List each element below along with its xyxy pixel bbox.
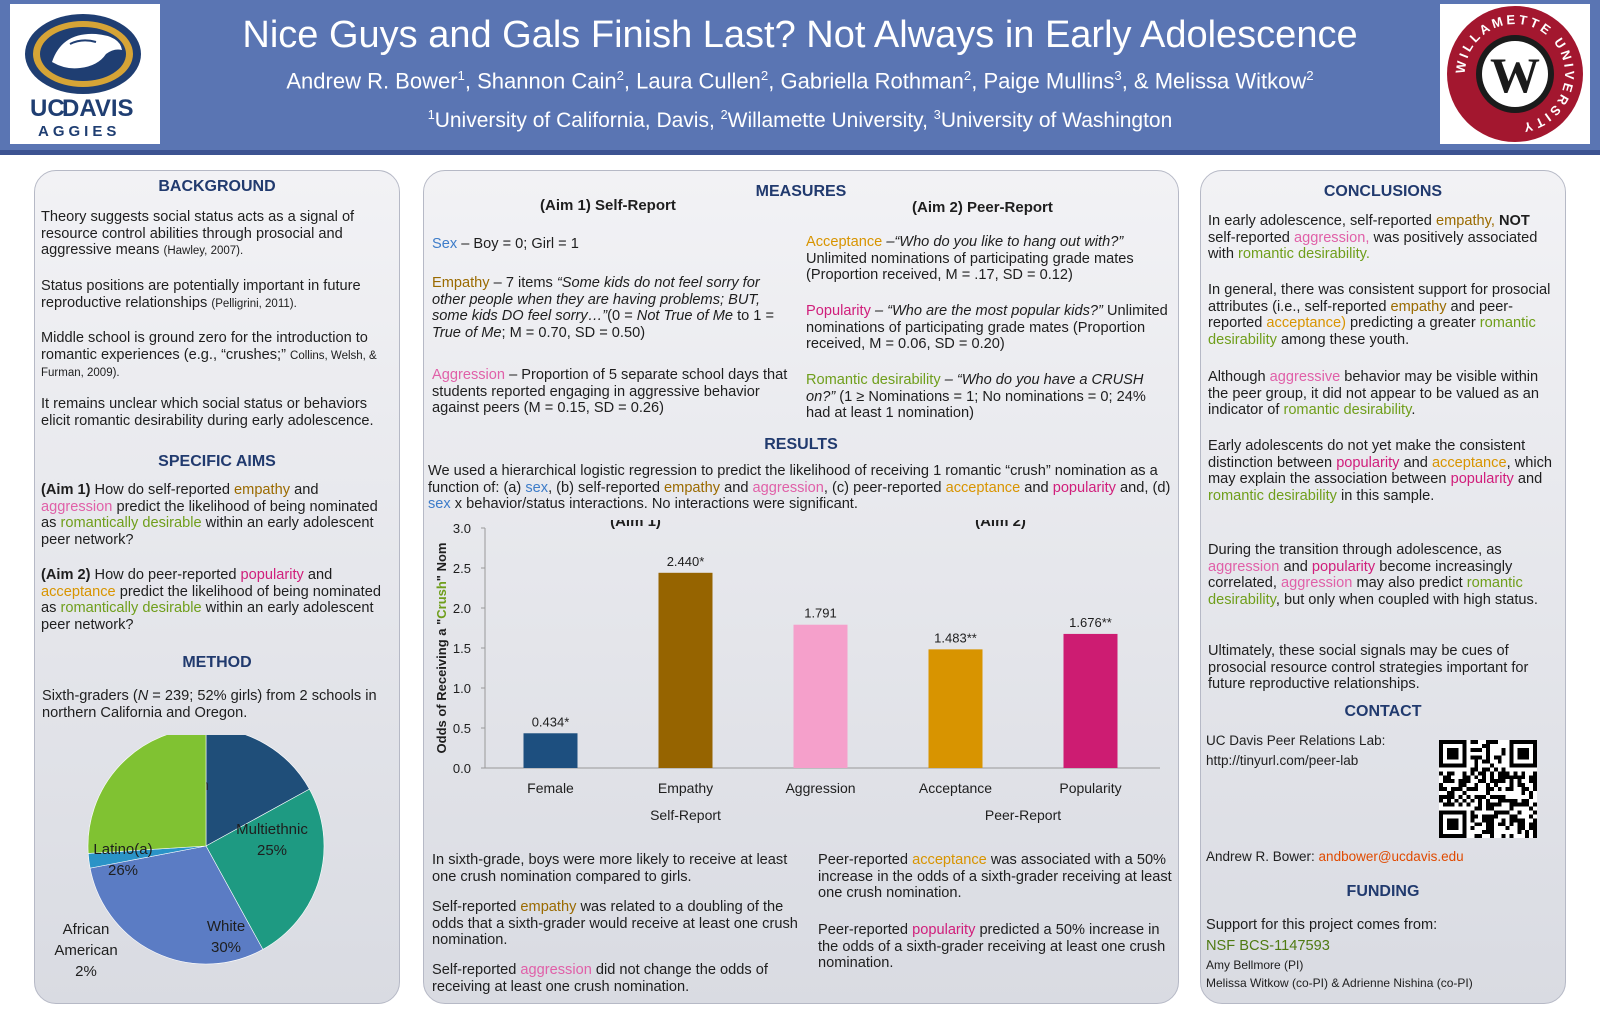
finding-popularity: Peer-reported popularity predicted a 50%… xyxy=(818,922,1166,971)
pie-label: American xyxy=(54,942,117,959)
group-label: Peer-Report xyxy=(985,807,1061,823)
aim-2-text: (Aim 2) How do peer-reported popularity … xyxy=(41,567,381,633)
poster-title: Nice Guys and Gals Finish Last? Not Alwa… xyxy=(242,14,1358,56)
background-paragraph-3: Middle school is ground zero for the int… xyxy=(41,330,377,379)
odds-ratio-bar-chart: 0.0 0.5 1.0 1.5 2.0 2.5 3.0 Odds of Receiving a… xyxy=(434,520,1160,823)
bar-data-label: 1.791 xyxy=(804,606,837,621)
contact-heading: CONTACT xyxy=(1344,703,1422,720)
aim-2-peer-report-heading: (Aim 2) Peer-Report xyxy=(912,199,1053,216)
aim-1-self-report-heading: (Aim 1) Self-Report xyxy=(540,197,676,214)
aim-1-text: (Aim 1) How do self-reported empathy and… xyxy=(41,482,378,548)
background-paragraph-4: It remains unclear which social status o… xyxy=(41,396,374,429)
conclusion-6: Ultimately, these social signals may be … xyxy=(1208,643,1529,692)
pie-label: Multiethnic xyxy=(236,821,308,838)
bar-popularity xyxy=(1063,633,1118,768)
affiliations: 1University of California, Davis, 2Willa… xyxy=(427,108,1173,132)
x-category-label: Popularity xyxy=(1059,780,1121,796)
uc-davis-logo: UC DAVIS AGGIES xyxy=(10,4,160,144)
contact-url[interactable]: http://tinyurl.com/peer-lab xyxy=(1206,753,1359,768)
email-link[interactable]: andbower@ucdavis.edu xyxy=(1318,849,1464,864)
finding-aggression: Self-reported aggression did not change … xyxy=(432,962,768,995)
measure-acceptance: Acceptance –“Who do you like to hang out… xyxy=(806,234,1134,283)
y-tick-label: 0.0 xyxy=(453,761,471,776)
bar-aggression xyxy=(793,624,848,768)
x-category-label: Female xyxy=(527,780,574,796)
bar-data-label: 1.676** xyxy=(1069,615,1112,630)
pie-value-label: 30% xyxy=(211,939,241,956)
bar-data-label: 0.434* xyxy=(532,714,570,729)
funding-pi: Amy Bellmore (PI) xyxy=(1206,958,1304,972)
conclusion-2: In general, there was consistent support… xyxy=(1208,282,1551,348)
bar-data-label: 1.483** xyxy=(934,630,977,645)
conclusion-4: Early adolescents do not yet make the co… xyxy=(1208,438,1553,504)
middle-panel xyxy=(423,170,1179,1004)
pie-slice-asian xyxy=(205,735,310,847)
qr-code-icon[interactable] xyxy=(1439,740,1537,838)
conclusion-3: Although aggressive behavior may be visi… xyxy=(1208,369,1540,418)
ethnicity-pie-chart: Asian17%Multiethnic25%White30%AfricanAme… xyxy=(54,735,325,980)
results-paragraph: We used a hierarchical logistic regressi… xyxy=(428,463,1171,512)
measure-romantic-desirability: Romantic desirability – “Who do you have… xyxy=(806,372,1146,421)
conclusions-heading: CONCLUSIONS xyxy=(1323,183,1443,200)
pie-slice-latino-a- xyxy=(87,735,207,854)
pie-label: African xyxy=(63,921,110,938)
y-tick-label: 2.0 xyxy=(453,601,471,616)
funding-intro: Support for this project comes from: xyxy=(1206,917,1438,933)
measure-sex: Sex – Boy = 0; Girl = 1 xyxy=(432,236,579,252)
conclusion-1: In early adolescence, self-reported empa… xyxy=(1208,213,1538,262)
measures-heading: MEASURES xyxy=(755,183,847,200)
poster-header: UC DAVIS AGGIES Nice Guys and Gals Finis… xyxy=(0,0,1600,155)
background-paragraph-2: Status positions are potentially importa… xyxy=(41,278,361,311)
background-paragraph-1: Theory suggests social status acts as a … xyxy=(41,209,355,258)
finding-empathy: Self-reported empathy was related to a d… xyxy=(432,899,798,948)
x-category-label: Empathy xyxy=(658,780,713,796)
group-aim-label: (Aim 2) xyxy=(975,520,1026,530)
pie-label: Latino(a) xyxy=(93,841,152,858)
results-heading: RESULTS xyxy=(764,436,838,453)
contact-lab: UC Davis Peer Relations Lab: xyxy=(1206,733,1386,748)
y-tick-label: 3.0 xyxy=(453,521,471,536)
pie-slice-multiethnic xyxy=(205,788,325,950)
group-aim-label: (Aim 1) xyxy=(610,520,661,530)
measure-popularity: Popularity – “Who are the most popular k… xyxy=(806,303,1168,352)
pie-slice-white xyxy=(89,845,264,965)
contact-email-line: Andrew R. Bower: andbower@ucdavis.edu xyxy=(1206,849,1464,864)
funding-co-pi: Melissa Witkow (co-PI) & Adrienne Nishin… xyxy=(1206,976,1473,990)
bar-empathy xyxy=(658,572,713,768)
pie-value-label: 25% xyxy=(257,842,287,859)
svg-text:AGGIES: AGGIES xyxy=(38,123,120,140)
y-tick-label: 1.5 xyxy=(453,641,471,656)
x-category-label: Acceptance xyxy=(919,780,992,796)
conclusion-5: During the transition through adolescenc… xyxy=(1208,542,1538,608)
method-text: Sixth-graders (N = 239; 52% girls) from … xyxy=(42,688,377,721)
group-label: Self-Report xyxy=(650,807,721,823)
willamette-logo: WILLAMETTE UNIVERSITY W xyxy=(1440,4,1590,144)
funding-heading: FUNDING xyxy=(1346,883,1420,900)
bar-acceptance xyxy=(928,649,983,768)
background-heading: BACKGROUND xyxy=(158,178,276,195)
y-tick-label: 0.5 xyxy=(453,721,471,736)
svg-text:W: W xyxy=(1490,47,1540,103)
y-axis-label: Odds of Receiving a "Crush" Nom xyxy=(434,543,449,754)
author-list: Andrew R. Bower1, Shannon Cain2, Laura C… xyxy=(286,68,1314,94)
y-tick-label: 1.0 xyxy=(453,681,471,696)
bar-female xyxy=(523,733,578,768)
finding-acceptance: Peer-reported acceptance was associated … xyxy=(818,852,1172,901)
svg-text:DAVIS: DAVIS xyxy=(62,95,134,122)
measure-aggression: Aggression – Proportion of 5 separate sc… xyxy=(432,367,788,416)
method-heading: METHOD xyxy=(182,654,252,671)
pie-label: White xyxy=(207,918,245,935)
measure-empathy: Empathy – 7 items “Some kids do not feel… xyxy=(432,275,775,341)
specific-aims-heading: SPECIFIC AIMS xyxy=(158,453,276,470)
finding-sex: In sixth-grade, boys were more likely to… xyxy=(432,852,788,885)
pie-value-label: 26% xyxy=(108,862,138,879)
funding-grant: NSF BCS-1147593 xyxy=(1206,938,1330,954)
right-panel xyxy=(1200,170,1566,1004)
x-category-label: Aggression xyxy=(785,780,855,796)
bar-data-label: 2.440* xyxy=(667,554,705,569)
pie-label: 2% xyxy=(75,963,97,980)
y-tick-label: 2.5 xyxy=(453,561,471,576)
svg-text:UC: UC xyxy=(30,95,65,122)
